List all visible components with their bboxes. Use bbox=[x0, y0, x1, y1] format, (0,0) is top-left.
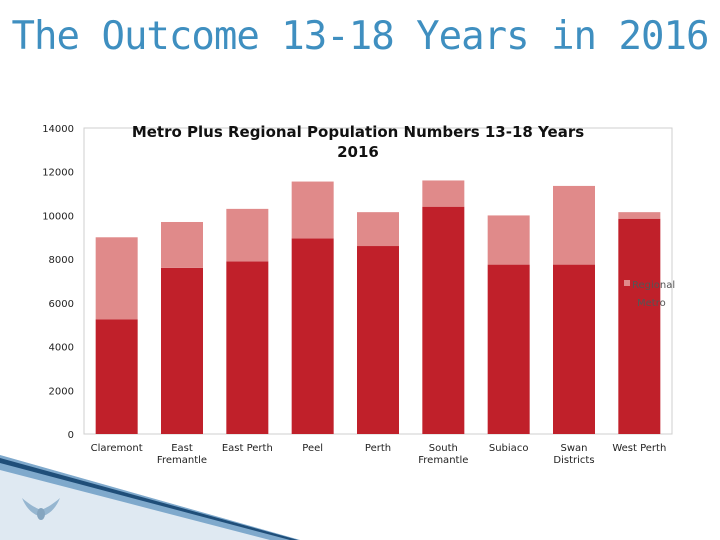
bar-regional bbox=[95, 237, 138, 320]
y-tick-label: 2000 bbox=[49, 386, 74, 397]
bar-metro bbox=[422, 206, 465, 434]
chart-title-line: Metro Plus Regional Population Numbers 1… bbox=[132, 123, 584, 141]
bar-metro bbox=[95, 319, 138, 434]
x-tick-label: Perth bbox=[365, 443, 391, 454]
bar-metro bbox=[291, 238, 334, 434]
legend: Regional Metro bbox=[624, 280, 675, 309]
bar-metro bbox=[553, 264, 595, 434]
bar-metro bbox=[487, 264, 530, 434]
emblem-icon bbox=[22, 498, 60, 520]
y-axis: 0 2000 4000 6000 8000 10000 12000 14000 bbox=[42, 124, 74, 441]
chart-title-line: 2016 bbox=[337, 143, 379, 161]
y-tick-label: 0 bbox=[68, 430, 74, 441]
y-tick-label: 12000 bbox=[42, 168, 74, 179]
bar-regional bbox=[487, 215, 530, 265]
bar-regional bbox=[291, 181, 334, 239]
bar-regional bbox=[357, 212, 399, 247]
x-tick-label: East bbox=[171, 443, 193, 454]
bar-regional bbox=[553, 185, 595, 265]
y-tick-label: 14000 bbox=[42, 124, 74, 135]
slide-corner-decoration bbox=[0, 455, 300, 540]
legend-swatch-regional bbox=[624, 280, 630, 286]
bar-regional bbox=[618, 212, 661, 219]
x-tick-label: Subiaco bbox=[489, 443, 529, 454]
y-tick-label: 4000 bbox=[49, 343, 74, 354]
bar-metro bbox=[357, 246, 399, 434]
x-tick-label: Claremont bbox=[91, 443, 143, 454]
y-tick-label: 10000 bbox=[42, 211, 74, 222]
x-tick-label: Peel bbox=[302, 443, 323, 454]
legend-label-regional: Regional bbox=[632, 280, 675, 291]
x-tick-label: Fremantle bbox=[157, 455, 207, 466]
x-tick-label: East Perth bbox=[222, 443, 273, 454]
bar-metro bbox=[161, 267, 203, 434]
bar-regional bbox=[161, 221, 203, 268]
x-tick-label: West Perth bbox=[612, 443, 666, 454]
x-tick-label: Districts bbox=[553, 455, 594, 466]
bar-metro bbox=[618, 218, 661, 434]
y-tick-label: 8000 bbox=[49, 255, 74, 266]
x-tick-label: Swan bbox=[561, 443, 588, 454]
x-tick-label: Fremantle bbox=[418, 455, 468, 466]
x-tick-label: South bbox=[429, 443, 458, 454]
legend-swatch-metro bbox=[629, 300, 635, 306]
legend-label-metro: Metro bbox=[637, 298, 666, 309]
y-tick-label: 6000 bbox=[49, 299, 74, 310]
bars bbox=[95, 180, 661, 434]
bar-regional bbox=[422, 180, 465, 207]
chart-title: Metro Plus Regional Population Numbers 1… bbox=[132, 123, 584, 161]
bar-regional bbox=[226, 208, 269, 262]
slide-title: The Outcome 13-18 Years in 2016 bbox=[11, 14, 710, 59]
bar-metro bbox=[226, 261, 269, 434]
